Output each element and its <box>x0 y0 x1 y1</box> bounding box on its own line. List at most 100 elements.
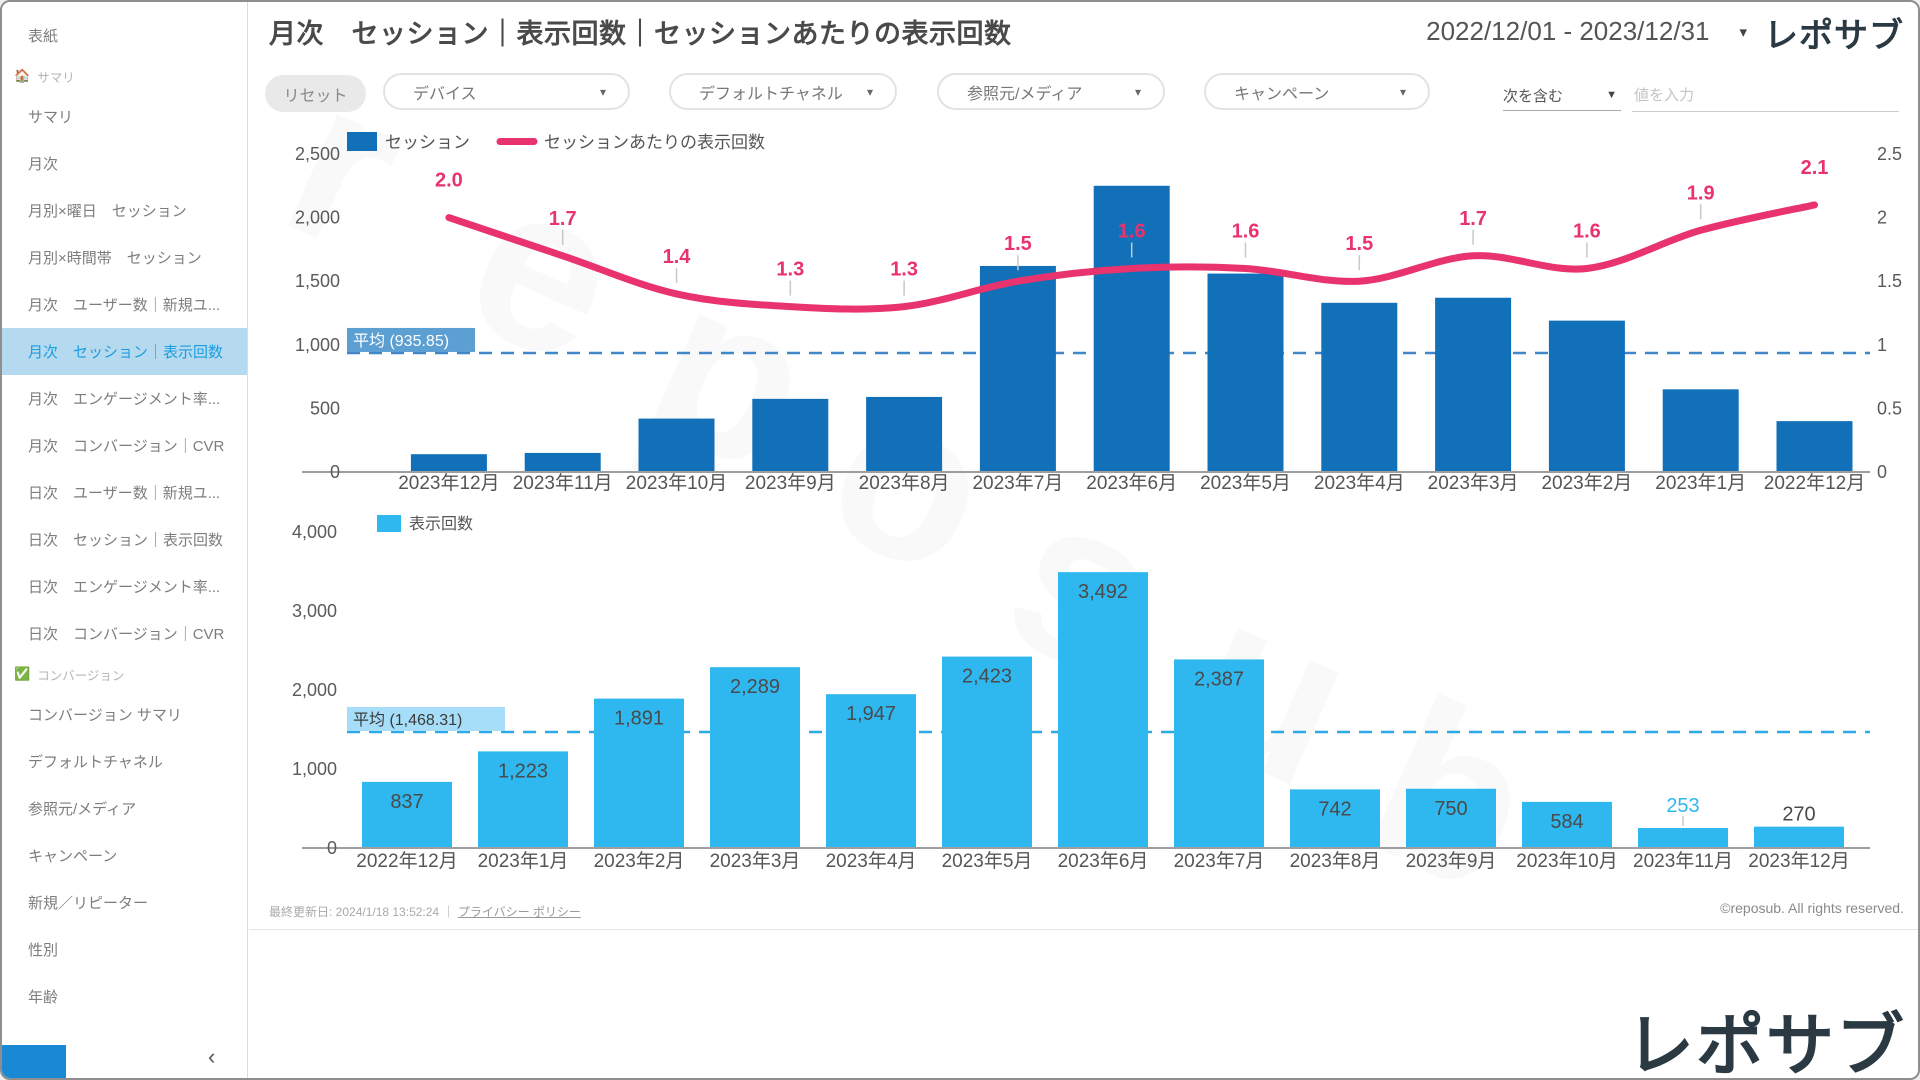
left-axis-tick: 0 <box>330 462 340 482</box>
views-bar <box>1058 572 1148 848</box>
sidebar-item[interactable]: 月次 <box>28 156 59 173</box>
filter-dropdown[interactable]: デバイス ▾ <box>383 73 630 110</box>
section-label: サマリ <box>37 70 75 85</box>
x-axis-label: 2023年11月 <box>1633 850 1733 872</box>
match-type-label: 次を含む <box>1503 87 1564 105</box>
line-value-label: 1.3 <box>776 259 804 281</box>
filter-dropdown[interactable]: キャンペーン ▾ <box>1204 73 1430 110</box>
line-value-label: 1.4 <box>663 246 692 268</box>
chevron-down-icon: ▾ <box>1134 84 1141 99</box>
bar-value-label: 1,891 <box>614 708 664 730</box>
bar-value-label: 253 <box>1666 795 1699 817</box>
sidebar-collapse-icon[interactable]: ‹ <box>208 1044 216 1069</box>
sidebar-item[interactable]: 年齢 <box>28 989 59 1006</box>
sidebar-item[interactable]: デフォルトチャネル <box>28 754 163 771</box>
date-range-selector[interactable]: 2022/12/01 - 2023/12/31 ▾ <box>1287 16 1747 47</box>
x-axis-label: 2022年12月 <box>1764 472 1865 494</box>
sidebar-footer-accent <box>2 1045 66 1078</box>
views-bar <box>478 751 568 848</box>
sidebar-item[interactable]: 日次 セッション｜表示回数 <box>28 532 224 549</box>
sidebar-item[interactable]: 日次 ユーザー数｜新規ユ... <box>28 485 221 502</box>
line-value-label: 1.7 <box>1459 208 1487 230</box>
reset-button[interactable]: リセット <box>265 75 366 112</box>
x-axis-label: 2023年8月 <box>1290 850 1381 872</box>
views-bar <box>362 781 452 848</box>
views-bar-chart: 0 1,000 2,000 3,000 4,000 2022年12月 2023年1月 2023… <box>292 515 1870 872</box>
sidebar-item-selected[interactable]: 月次 セッション｜表示回数 <box>2 328 247 375</box>
line-value-label: 1.5 <box>1345 233 1373 255</box>
left-axis-tick: 2,500 <box>295 144 340 164</box>
chevron-down-icon: ▾ <box>1399 84 1406 99</box>
sessions-views-combo-chart: 0 500 1,000 1,500 2,000 2,500 0 0.5 1 1.5 2 2.5 2023… <box>295 132 1902 494</box>
page-title: 月次 セッション｜表示回数｜セッションあたりの表示回数 <box>269 19 1012 49</box>
bar-value-label: 837 <box>390 791 423 813</box>
x-axis-label: 2023年5月 <box>942 850 1033 872</box>
sidebar-item[interactable]: 性別 <box>28 942 59 959</box>
chevron-down-icon: ▾ <box>599 84 606 99</box>
sidebar-item[interactable]: 月別×時間帯 セッション <box>28 250 202 267</box>
caret-down-icon: ▼ <box>1606 89 1617 101</box>
sidebar-item[interactable]: キャンペーン <box>28 848 118 865</box>
x-axis-label: 2023年10月 <box>1516 850 1617 872</box>
session-bar <box>638 418 715 472</box>
sidebar-item[interactable]: 表紙 <box>28 28 59 45</box>
sidebar-section-header: 🏠 サマリ <box>2 59 247 93</box>
line-value-label: 1.6 <box>1232 220 1260 242</box>
filter-dropdown[interactable]: 参照元/メディア ▾ <box>937 73 1165 110</box>
views-bar <box>1406 788 1496 848</box>
filter-dropdown[interactable]: デフォルトチャネル ▾ <box>669 73 897 110</box>
filter-dropdown-label: デフォルトチャネル <box>699 85 843 103</box>
privacy-policy-link[interactable]: プライバシー ポリシー <box>457 905 581 919</box>
sidebar-item[interactable]: 月次 コンバージョン｜CVR <box>28 438 225 455</box>
right-axis-tick: 0.5 <box>1877 398 1902 418</box>
line-value-label: 2.1 <box>1801 157 1829 179</box>
filter-value-input[interactable] <box>1632 80 1899 112</box>
left-axis-tick: 1,500 <box>295 271 340 291</box>
views-bar <box>1638 828 1728 848</box>
sidebar-item[interactable]: サマリ <box>28 109 74 126</box>
legend-label-sessions: セッション <box>385 133 470 152</box>
average-badge <box>347 327 475 352</box>
x-axis-label: 2023年1月 <box>478 850 569 872</box>
x-axis-label: 2023年2月 <box>594 850 685 872</box>
filter-dropdown-label: 参照元/メディア <box>967 85 1083 103</box>
sidebar-item[interactable]: 参照元/メディア <box>28 801 137 818</box>
left-axis-tick: 2,000 <box>292 680 337 700</box>
average-badge-label: 平均 (1,468.31) <box>353 711 462 729</box>
sidebar-item[interactable]: 月別×曜日 セッション <box>28 203 187 220</box>
match-type-select[interactable]: 次を含む ▼ <box>1503 80 1621 111</box>
right-axis-tick: 2.5 <box>1877 144 1902 164</box>
left-axis-tick: 4,000 <box>292 522 337 542</box>
session-bar <box>1207 273 1284 472</box>
bar-value-label: 584 <box>1550 811 1583 833</box>
x-axis-label: 2023年4月 <box>826 850 917 872</box>
line-value-label: 1.6 <box>1118 220 1146 242</box>
sidebar-item[interactable]: 月次 ユーザー数｜新規ユ... <box>28 297 221 314</box>
sidebar-item[interactable]: 日次 コンバージョン｜CVR <box>28 626 225 643</box>
bar-value-label: 3,492 <box>1078 581 1128 603</box>
ratio-line <box>445 201 1818 313</box>
right-axis-tick: 0 <box>1877 462 1887 482</box>
x-axis-label: 2023年7月 <box>1174 850 1265 872</box>
x-axis-label: 2022年12月 <box>356 850 457 872</box>
views-bar <box>1754 826 1844 848</box>
chevron-down-icon: ▾ <box>1739 23 1747 41</box>
sidebar-item[interactable]: 日次 エンゲージメント率... <box>28 579 221 596</box>
sidebar-item[interactable]: 月次 エンゲージメント率... <box>28 391 221 408</box>
left-axis-tick: 1,000 <box>292 759 337 779</box>
x-axis-label: 2023年8月 <box>859 472 950 494</box>
bar-value-label: 1,947 <box>846 703 896 725</box>
left-axis-tick: 2,000 <box>295 208 340 228</box>
sidebar-item[interactable]: コンバージョン サマリ <box>28 707 182 724</box>
x-axis-label: 2023年5月 <box>1200 472 1291 494</box>
x-axis-label: 2023年10月 <box>626 472 727 494</box>
sidebar-item[interactable]: 新規／リピーター <box>28 895 149 912</box>
right-axis-tick: 1 <box>1877 335 1887 355</box>
filter-dropdown-label: キャンペーン <box>1234 85 1330 103</box>
bar-value-label: 2,423 <box>962 666 1012 688</box>
footer-separator: ｜ <box>442 905 455 919</box>
bar-value-label: 270 <box>1782 804 1815 826</box>
line-value-label: 1.9 <box>1687 182 1715 204</box>
session-bar <box>1776 421 1853 472</box>
